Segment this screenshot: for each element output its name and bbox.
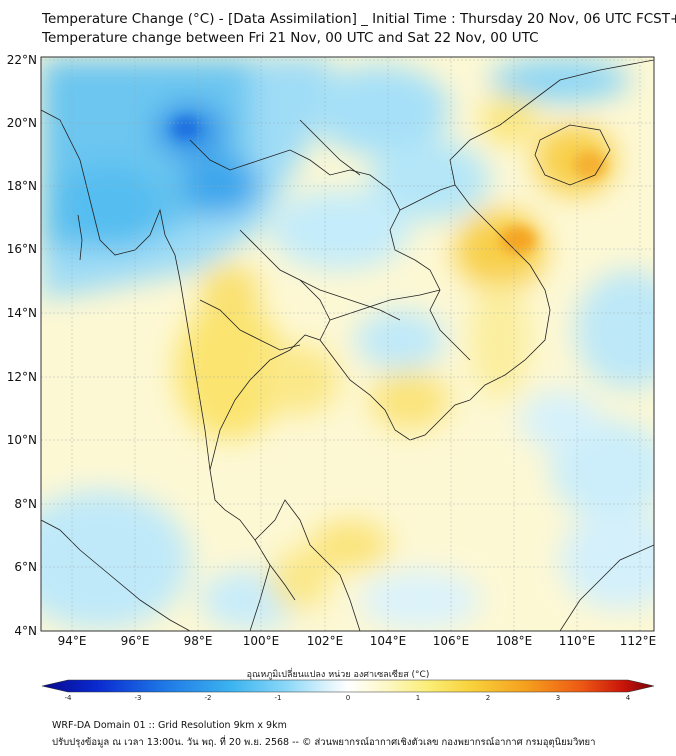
lon-label: 98°E bbox=[184, 634, 213, 648]
lat-label: 20°N bbox=[7, 116, 37, 130]
lat-label: 14°N bbox=[7, 306, 37, 320]
lon-label: 100°E bbox=[243, 634, 280, 648]
lon-label: 110°E bbox=[559, 634, 596, 648]
coastlines bbox=[41, 59, 654, 631]
lon-label: 94°E bbox=[58, 634, 87, 648]
colorbar: -4 -3 -2 -1 0 1 2 3 4 bbox=[41, 679, 655, 700]
lon-label: 96°E bbox=[121, 634, 150, 648]
lat-label: 12°N bbox=[7, 370, 37, 384]
lon-label: 102°E bbox=[307, 634, 344, 648]
map-frame bbox=[40, 56, 655, 632]
colorbar-tick: -2 bbox=[205, 694, 212, 700]
lon-label: 112°E bbox=[620, 634, 657, 648]
temperature-change-map: 22°N 20°N 18°N 16°N 14°N 12°N 10°N 8°N 6… bbox=[7, 53, 657, 700]
lon-label: 106°E bbox=[433, 634, 470, 648]
colorbar-tick: -4 bbox=[65, 694, 73, 700]
colorbar-tick: -1 bbox=[275, 694, 282, 700]
lat-label: 4°N bbox=[14, 624, 37, 638]
lon-label: 108°E bbox=[496, 634, 533, 648]
footer-credit: ปรับปรุงข้อมูล ณ เวลา 13:00น. วัน พฤ. ที… bbox=[52, 737, 596, 748]
map-title-line2: Temperature change between Fri 21 Nov, 0… bbox=[42, 30, 539, 46]
colorbar-tick: 0 bbox=[346, 694, 350, 700]
colorbar-label: อุณหภูมิเปลี่ยนแปลง หน่วย องศาเซลเซียส (… bbox=[246, 670, 430, 680]
longitude-axis: 94°E 96°E 98°E 100°E 102°E 104°E 106°E 1… bbox=[58, 634, 657, 648]
colorbar-tick: 1 bbox=[416, 694, 420, 700]
footer-domain-info: WRF-DA Domain 01 :: Grid Resolution 9km … bbox=[52, 720, 287, 731]
lat-label: 10°N bbox=[7, 433, 37, 447]
lon-label: 104°E bbox=[370, 634, 407, 648]
colorbar-tick: 3 bbox=[556, 694, 560, 700]
colorbar-bar bbox=[41, 679, 655, 693]
lat-label: 6°N bbox=[14, 560, 37, 574]
lat-label: 16°N bbox=[7, 242, 37, 256]
colorbar-tick: -3 bbox=[135, 694, 142, 700]
lat-label: 8°N bbox=[14, 497, 37, 511]
colorbar-tick: 4 bbox=[626, 694, 631, 700]
colorbar-tick: 2 bbox=[486, 694, 490, 700]
map-title-line1: Temperature Change (°C) - [Data Assimila… bbox=[42, 11, 676, 27]
temperature-field bbox=[41, 57, 654, 631]
lat-label: 22°N bbox=[7, 53, 37, 67]
latitude-axis: 22°N 20°N 18°N 16°N 14°N 12°N 10°N 8°N 6… bbox=[7, 53, 37, 638]
lat-label: 18°N bbox=[7, 179, 37, 193]
